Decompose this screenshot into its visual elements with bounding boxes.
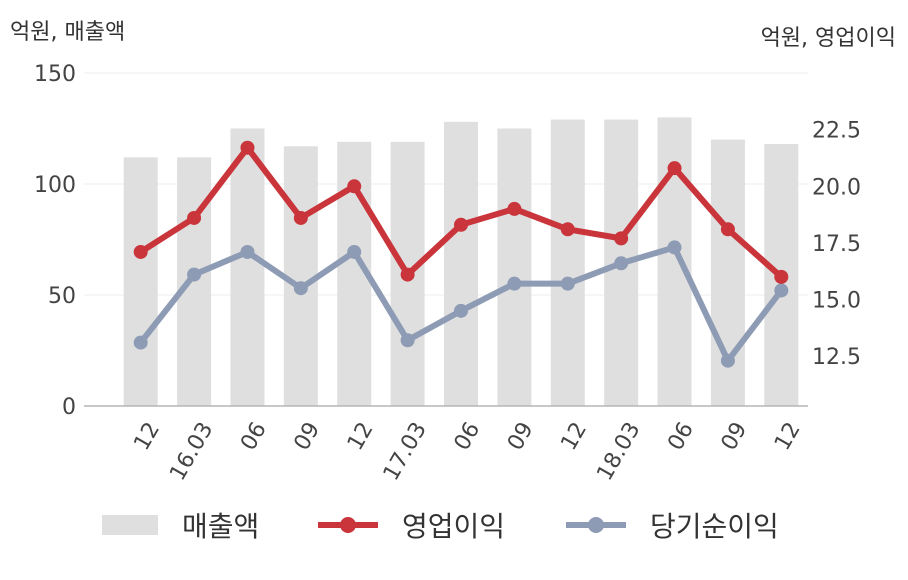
right-axis-title: 억원, 영업이익 — [760, 26, 896, 51]
bar — [550, 119, 585, 407]
bar — [230, 128, 265, 406]
series-point — [560, 222, 575, 237]
series-point — [454, 303, 468, 318]
x-tick-label: 12 — [770, 418, 806, 455]
series-point — [774, 269, 789, 284]
series-point — [507, 201, 522, 216]
series-point — [133, 244, 148, 259]
bar — [444, 121, 478, 406]
y-right-tick-label: 15.0 — [812, 289, 861, 314]
series-point — [720, 353, 735, 368]
bar — [657, 117, 692, 407]
series-point — [667, 161, 682, 176]
x-tick-label: 09 — [290, 418, 326, 455]
series-point — [560, 276, 575, 291]
series-point — [240, 244, 255, 259]
series-point — [293, 210, 308, 225]
y-right-tick-label: 22.5 — [812, 119, 861, 144]
series-point — [507, 276, 522, 291]
series-point — [187, 267, 202, 282]
y-right-tick-label: 20.0 — [812, 175, 861, 200]
y-left-tick-label: 50 — [48, 284, 76, 309]
x-tick-label: 12 — [343, 418, 379, 455]
left-axis-title: 억원, 매출액 — [10, 20, 126, 45]
x-tick-label: 12 — [556, 418, 592, 455]
x-tick-label: 09 — [503, 418, 539, 455]
legend-item-revenue: 매출액 — [100, 500, 259, 550]
series-point — [400, 333, 415, 348]
x-tick-label: 17.03 — [379, 418, 432, 485]
legend-swatch-line-gray — [566, 517, 626, 533]
series-point — [347, 179, 362, 194]
series-point — [187, 210, 202, 225]
y-left-tick-label: 100 — [34, 173, 76, 198]
series-point — [614, 256, 629, 271]
series-point — [454, 217, 468, 232]
legend-item-net-income: 당기순이익 — [564, 500, 779, 550]
x-tick-label: 09 — [717, 418, 753, 455]
series-point — [240, 140, 255, 155]
x-tick-label: 16.03 — [165, 418, 218, 485]
series-point — [133, 335, 148, 350]
series-point — [774, 283, 789, 298]
y-right-tick-label: 17.5 — [812, 232, 861, 257]
series-point — [293, 281, 308, 296]
x-tick-label: 06 — [236, 418, 272, 455]
x-tick-label: 06 — [663, 418, 699, 455]
bar — [283, 146, 318, 406]
legend: 매출액 영업이익 당기순이익 — [0, 500, 908, 550]
bar — [123, 157, 158, 406]
legend-label-operating-profit: 영업이익 — [402, 510, 506, 543]
series-point — [720, 222, 735, 237]
series-point — [667, 240, 682, 255]
y-left-tick-label: 0 — [62, 395, 76, 420]
y-right-tick-label: 12.5 — [812, 345, 861, 370]
x-tick-label: 06 — [450, 418, 486, 455]
legend-swatch-bar — [102, 515, 158, 535]
series-point — [347, 244, 362, 259]
y-left-tick-label: 150 — [34, 62, 76, 87]
legend-item-operating-profit: 영업이익 — [316, 500, 505, 550]
bar — [497, 128, 532, 406]
series-point — [614, 231, 629, 246]
x-tick-label: 18.03 — [592, 418, 645, 485]
x-tick-label: 12 — [129, 418, 165, 455]
series-point — [400, 267, 415, 282]
legend-label-net-income: 당기순이익 — [650, 510, 779, 543]
bar — [177, 157, 212, 406]
legend-swatch-line-red — [318, 517, 378, 533]
legend-label-revenue: 매출액 — [182, 510, 260, 543]
